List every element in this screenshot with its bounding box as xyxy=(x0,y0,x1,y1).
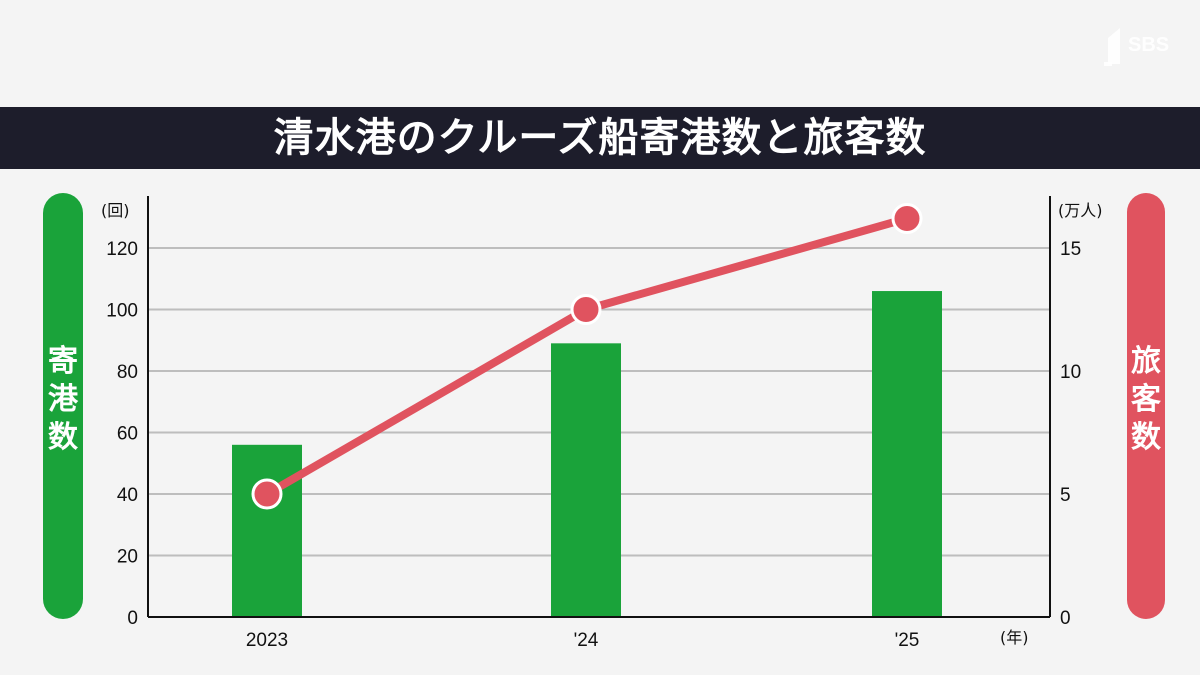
right-tick-label: 10 xyxy=(1060,362,1081,383)
line-series xyxy=(251,202,923,510)
axes xyxy=(147,196,1051,618)
axis-labels: 0 20 40 60 80 100 120 0 5 10 15 (回) (万人) (年) 2023 '24 '2… xyxy=(101,201,1103,651)
left-tick-label: 20 xyxy=(117,547,138,568)
line-point xyxy=(251,478,283,510)
left-axis-unit: (回) xyxy=(101,201,130,220)
bar xyxy=(551,343,621,617)
left-tick-label: 40 xyxy=(117,485,138,506)
left-tick-label: 60 xyxy=(117,424,138,445)
line-point xyxy=(570,294,602,325)
right-axis-unit: (万人) xyxy=(1058,201,1103,220)
x-axis-unit: (年) xyxy=(1000,628,1029,647)
logo-text: SBS xyxy=(1128,34,1170,56)
left-axis-label: 寄港数 xyxy=(48,344,78,455)
bar xyxy=(232,444,302,617)
right-tick-label: 0 xyxy=(1060,608,1071,629)
left-axis-pill: 寄港数 xyxy=(43,193,83,619)
right-axis-label: 旅客数 xyxy=(1131,344,1161,455)
right-tick-label: 5 xyxy=(1060,485,1071,506)
sbs-logo: SBS xyxy=(1098,22,1188,70)
logo-mark-icon xyxy=(1104,28,1120,66)
x-tick-label: '25 xyxy=(895,630,920,651)
x-tick-label: '24 xyxy=(574,630,599,651)
left-tick-label: 120 xyxy=(106,239,138,260)
right-axis-pill: 旅客数 xyxy=(1127,193,1165,619)
bar xyxy=(872,291,942,617)
right-tick-label: 15 xyxy=(1060,239,1081,260)
left-tick-label: 80 xyxy=(117,362,138,383)
left-tick-label: 0 xyxy=(127,608,138,629)
bar-series xyxy=(232,291,942,617)
left-tick-label: 100 xyxy=(106,301,138,322)
chart-title: 清水港のクルーズ船寄港数と旅客数 xyxy=(273,115,927,161)
line-point xyxy=(891,202,923,234)
title-bar: 清水港のクルーズ船寄港数と旅客数 xyxy=(0,107,1200,169)
x-tick-label: 2023 xyxy=(246,630,288,651)
